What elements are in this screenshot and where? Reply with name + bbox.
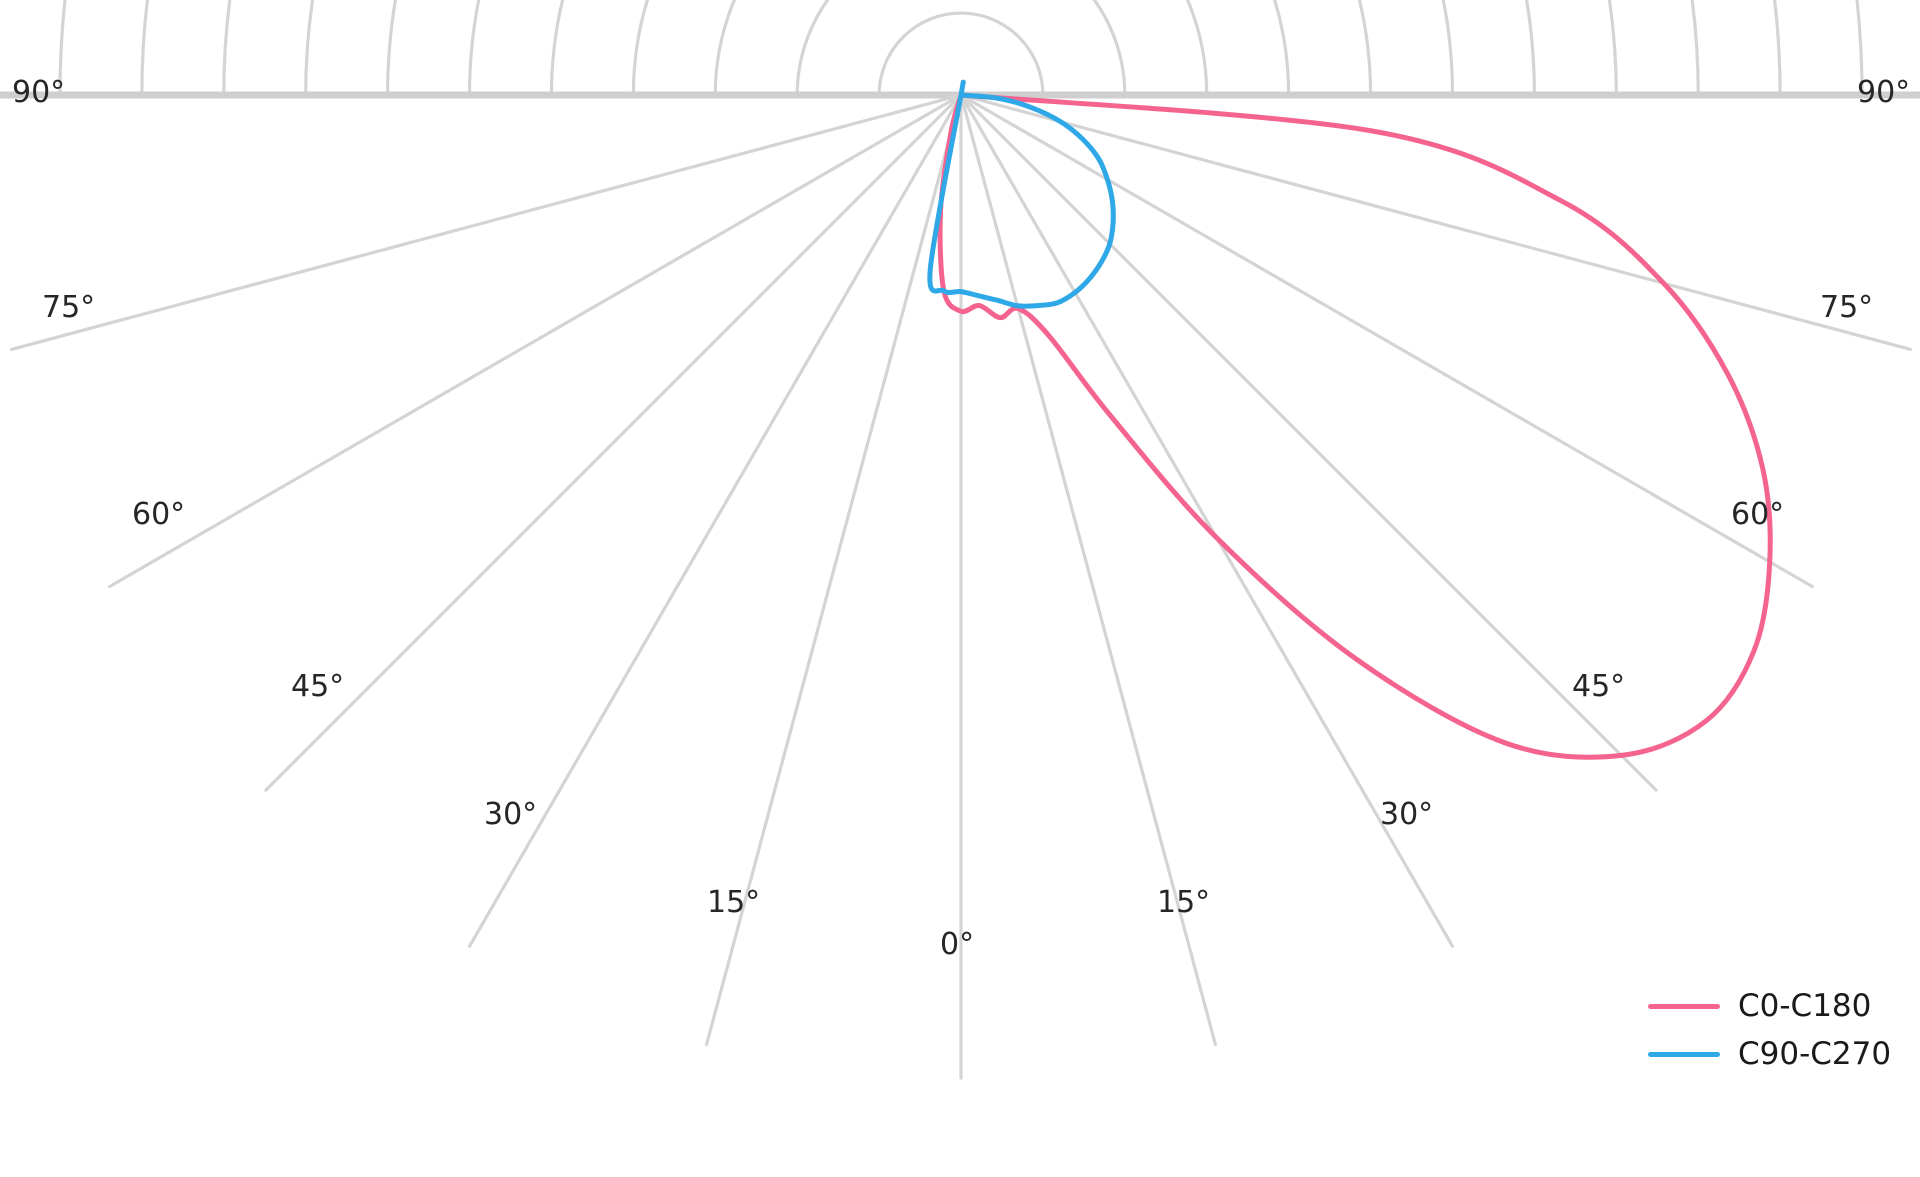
angle-tick-label-left-75: 75° — [42, 290, 96, 325]
angle-tick-label-left-15: 15° — [707, 885, 761, 920]
grid-spoke--30 — [467, 93, 963, 948]
legend-item-label: C90-C270 — [1738, 1035, 1892, 1072]
angle-tick-label-left-90: 90° — [12, 75, 66, 110]
grid-ring-2 — [795, 0, 1127, 97]
series-curve-c90-c270 — [927, 79, 1116, 309]
angle-tick-label-right-60: 60° — [1731, 497, 1785, 532]
legend-item-label: C0-C180 — [1738, 987, 1872, 1024]
grid-spoke-15 — [959, 93, 1218, 1047]
grid-spoke--45 — [264, 93, 963, 792]
polar-grid-layer — [0, 0, 1920, 1080]
chart-legend: C0-C180 C90-C270 — [1648, 988, 1900, 1072]
angle-tick-label-right-30: 30° — [1380, 797, 1434, 832]
grid-ring-1 — [877, 11, 1045, 97]
grid-spoke--60 — [108, 93, 963, 589]
series-curve-c0-c180 — [937, 89, 1773, 760]
angle-tick-label-left-30: 30° — [484, 797, 538, 832]
grid-spoke-60 — [959, 93, 1814, 589]
legend-line-swatch-icon — [1648, 1051, 1720, 1057]
angle-tick-label-left-60: 60° — [132, 497, 186, 532]
angle-tick-label-center-0: 0° — [940, 927, 975, 962]
grid-spoke-45 — [959, 93, 1658, 792]
grid-spoke-30 — [959, 93, 1455, 948]
grid-spoke-75 — [959, 93, 1913, 352]
grid-spoke--75 — [9, 93, 963, 352]
legend-item-c90-c270[interactable]: C90-C270 — [1648, 1036, 1900, 1072]
angle-tick-label-right-90: 90° — [1857, 75, 1911, 110]
grid-spoke--15 — [704, 93, 963, 1047]
angle-tick-label-right-45: 45° — [1572, 669, 1626, 704]
legend-item-c0-c180[interactable]: C0-C180 — [1648, 988, 1900, 1024]
angle-tick-label-right-15: 15° — [1157, 885, 1211, 920]
polar-series-layer — [927, 79, 1773, 760]
angle-tick-label-left-45: 45° — [291, 669, 345, 704]
legend-line-swatch-icon — [1648, 1003, 1720, 1009]
angle-tick-label-right-75: 75° — [1820, 290, 1874, 325]
